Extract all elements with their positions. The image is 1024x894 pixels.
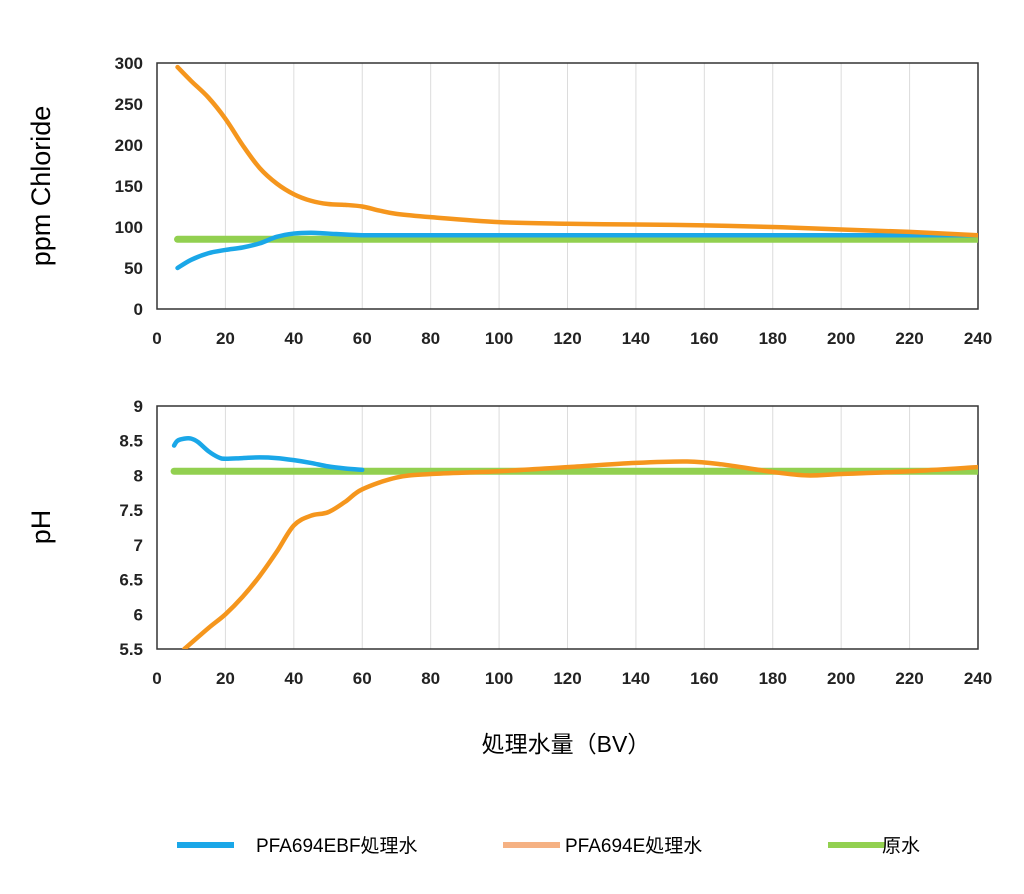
- x-tick-label: 160: [690, 329, 718, 348]
- legend-item-pfa694ebf: PFA694EBF処理水: [177, 835, 418, 857]
- y-tick-label: 8: [134, 466, 143, 485]
- legend-item-pfa694e: PFA694E処理水: [503, 835, 702, 857]
- x-tick-label: 220: [895, 669, 923, 688]
- plot-frame: [156, 405, 979, 650]
- x-tick-label: 160: [690, 669, 718, 688]
- ph-chart: 0 20 40 60 80 100 120 140 160 180 200 220 240 5.5 6 6.5…: [26, 397, 992, 688]
- gridlines: [156, 406, 979, 649]
- series-line-pfa694ebf: [171, 436, 365, 473]
- legend-label-pfa694e: PFA694E処理水: [565, 835, 702, 857]
- x-tick-label: 20: [216, 669, 235, 688]
- x-tick-label: 140: [622, 329, 650, 348]
- legend: PFA694EBF処理水 PFA694E処理水 原水: [177, 835, 920, 857]
- y-axis-label: pH: [26, 510, 56, 545]
- y-axis-label: ppm Chloride: [26, 106, 56, 267]
- x-tick-label: 180: [759, 329, 787, 348]
- plot-frame: [156, 62, 979, 310]
- series-layer: [174, 64, 978, 271]
- x-tick-label: 180: [759, 669, 787, 688]
- y-tick-label: 200: [115, 136, 143, 155]
- legend-label-pfa694ebf: PFA694EBF処理水: [256, 835, 418, 857]
- x-tick-label: 60: [353, 669, 372, 688]
- x-tick-label: 140: [622, 669, 650, 688]
- series-line-pfa694e: [182, 459, 978, 649]
- x-tick-label: 60: [353, 329, 372, 348]
- y-tick-label: 5.5: [119, 640, 143, 659]
- chloride-chart: 0 20 40 60 80 100 120 140 160 180 200 220 240 0 50 100 1…: [26, 54, 992, 348]
- series-line-pfa694ebf: [175, 230, 978, 271]
- y-tick-label: 0: [134, 300, 143, 319]
- x-tick-label: 40: [284, 329, 303, 348]
- x-tick-label: 40: [284, 669, 303, 688]
- x-tick-label: 80: [421, 329, 440, 348]
- x-tick-label: 240: [964, 669, 992, 688]
- y-tick-label: 50: [124, 259, 143, 278]
- x-tick-label: 100: [485, 329, 513, 348]
- x-tick-label: 100: [485, 669, 513, 688]
- series-line-pfa694e: [175, 64, 978, 238]
- legend-item-raw-water: 原水: [828, 835, 920, 857]
- x-tick-label: 200: [827, 329, 855, 348]
- x-tick-label: 240: [964, 329, 992, 348]
- y-tick-label: 7.5: [119, 501, 143, 520]
- y-tick-label: 250: [115, 95, 143, 114]
- gridlines: [156, 63, 979, 309]
- x-tick-label: 0: [152, 669, 161, 688]
- shared-x-axis-label: 処理水量（BV）: [482, 731, 651, 757]
- legend-label-raw-water: 原水: [882, 835, 920, 857]
- y-tick-label: 8.5: [119, 432, 143, 451]
- y-tick-label: 100: [115, 218, 143, 237]
- y-tick-label: 6.5: [119, 571, 143, 590]
- y-tick-label: 9: [134, 397, 143, 416]
- x-tick-label: 0: [152, 329, 161, 348]
- x-tick-label: 220: [895, 329, 923, 348]
- y-tick-label: 6: [134, 605, 143, 624]
- x-tick-label: 80: [421, 669, 440, 688]
- y-tick-label: 150: [115, 177, 143, 196]
- x-tick-label: 200: [827, 669, 855, 688]
- y-tick-label: 7: [134, 536, 143, 555]
- x-tick-label: 20: [216, 329, 235, 348]
- y-tick-label: 300: [115, 54, 143, 73]
- x-tick-label: 120: [553, 329, 581, 348]
- series-layer: [170, 436, 978, 649]
- x-tick-label: 120: [553, 669, 581, 688]
